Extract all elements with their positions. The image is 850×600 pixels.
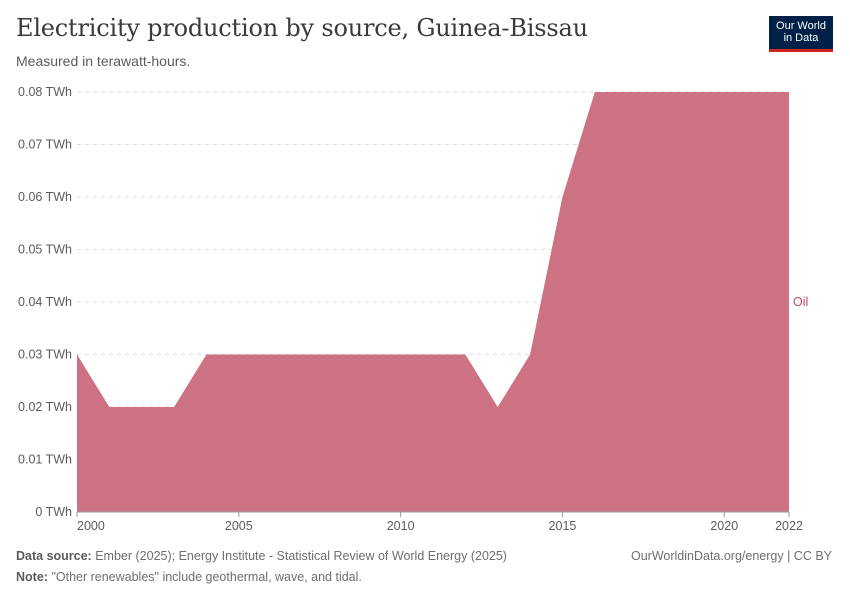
- logo-line-1: Our World: [776, 20, 826, 32]
- y-tick-label: 0.07 TWh: [18, 138, 72, 152]
- oil-data-point[interactable]: [301, 352, 306, 357]
- oil-data-point[interactable]: [560, 195, 565, 200]
- oil-data-point[interactable]: [204, 352, 209, 357]
- oil-data-point[interactable]: [592, 90, 597, 95]
- note-label: Note:: [16, 570, 48, 584]
- y-tick-label: 0.06 TWh: [18, 190, 72, 204]
- oil-data-point[interactable]: [754, 90, 759, 95]
- series-label-oil[interactable]: Oil: [793, 295, 808, 309]
- oil-data-point[interactable]: [463, 352, 468, 357]
- oil-data-point[interactable]: [107, 405, 112, 410]
- oil-data-point[interactable]: [172, 405, 177, 410]
- chart-note: Note: "Other renewables" include geother…: [16, 570, 362, 584]
- credit-link[interactable]: OurWorldinData.org/energy | CC BY: [630, 549, 832, 563]
- owid-logo[interactable]: Our World in Data: [769, 16, 833, 52]
- oil-data-point[interactable]: [75, 352, 80, 357]
- oil-data-point[interactable]: [689, 90, 694, 95]
- oil-data-point[interactable]: [269, 352, 274, 357]
- x-tick-label: 2000: [77, 519, 105, 533]
- y-tick-label: 0 TWh: [35, 505, 72, 519]
- oil-data-point[interactable]: [366, 352, 371, 357]
- data-source: Data source: Ember (2025); Energy Instit…: [16, 549, 507, 563]
- oil-data-point[interactable]: [495, 405, 500, 410]
- y-tick-label: 0.08 TWh: [18, 85, 72, 99]
- oil-data-point[interactable]: [528, 352, 533, 357]
- y-tick-label: 0.04 TWh: [18, 295, 72, 309]
- x-tick-label: 2020: [710, 519, 738, 533]
- oil-data-point[interactable]: [236, 352, 241, 357]
- oil-data-point[interactable]: [139, 405, 144, 410]
- oil-data-point[interactable]: [787, 90, 792, 95]
- y-tick-label: 0.05 TWh: [18, 243, 72, 257]
- data-source-label: Data source:: [16, 549, 92, 563]
- oil-data-point[interactable]: [722, 90, 727, 95]
- x-tick-label: 2022: [775, 519, 803, 533]
- oil-data-point[interactable]: [431, 352, 436, 357]
- x-tick-label: 2015: [549, 519, 577, 533]
- note-text: "Other renewables" include geothermal, w…: [51, 570, 362, 584]
- y-tick-label: 0.01 TWh: [18, 453, 72, 467]
- y-tick-label: 0.03 TWh: [18, 348, 72, 362]
- oil-data-point[interactable]: [625, 90, 630, 95]
- oil-data-point[interactable]: [657, 90, 662, 95]
- chart-title: Electricity production by source, Guinea…: [16, 14, 588, 42]
- oil-data-point[interactable]: [333, 352, 338, 357]
- oil-data-point[interactable]: [398, 352, 403, 357]
- logo-line-2: in Data: [783, 32, 819, 44]
- data-source-text: Ember (2025); Energy Institute - Statist…: [95, 549, 507, 563]
- oil-area[interactable]: [77, 92, 789, 512]
- x-tick-label: 2010: [387, 519, 415, 533]
- chart-subtitle: Measured in terawatt-hours.: [16, 53, 191, 69]
- y-tick-label: 0.02 TWh: [18, 400, 72, 414]
- x-tick-label: 2005: [225, 519, 253, 533]
